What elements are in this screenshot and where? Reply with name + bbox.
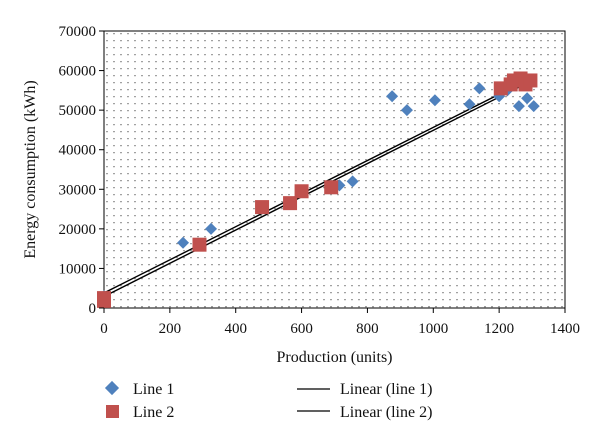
data-point-line-2 (324, 180, 339, 195)
x-tick-label: 800 (356, 321, 379, 337)
x-tick-label: 600 (290, 321, 313, 337)
y-tick-label: 10000 (59, 261, 97, 277)
legend-item-line-2: Line 2 (106, 404, 174, 421)
axes: 0 10000 20000 30000 40000 50000 60000 70000 0 200… (59, 24, 581, 337)
data-point-line-1 (428, 94, 441, 107)
trendline-linear-line-2 (104, 79, 533, 298)
data-point-line-1 (527, 100, 540, 113)
x-axis-title: Production (units) (277, 349, 393, 366)
x-tick-label: 400 (224, 321, 247, 337)
plot-area (103, 30, 566, 309)
trendline-linear-line-1 (104, 77, 533, 294)
data-point-line-1 (177, 236, 190, 249)
y-tick-label: 0 (89, 301, 97, 317)
data-point-line-2 (294, 184, 309, 199)
y-tick-label: 20000 (59, 222, 97, 238)
x-tick-label: 200 (159, 321, 182, 337)
data-point-line-2 (283, 196, 298, 211)
y-axis-title: Energy consumption (kWh) (22, 80, 39, 258)
data-point-line-1 (386, 90, 399, 103)
data-point-line-1 (463, 98, 476, 111)
data-point-line-1 (346, 175, 359, 188)
legend: Line 1 Line 2 Linear (line 1) Linear (li… (104, 380, 432, 421)
data-point-line-1 (521, 92, 534, 105)
data-point-line-2 (523, 73, 538, 88)
legend-label-line-1: Line 1 (133, 381, 174, 398)
y-tick-label: 30000 (59, 182, 97, 198)
x-tick-label: 1000 (418, 321, 448, 337)
trendlines (104, 77, 533, 298)
legend-label-linear-line-1: Linear (line 1) (340, 381, 432, 398)
x-tick-label: 0 (100, 321, 108, 337)
legend-item-linear-line-2: Linear (line 2) (297, 404, 432, 421)
y-tick-label: 50000 (59, 103, 97, 119)
data-point-line-2 (255, 200, 270, 215)
x-tick-label: 1200 (484, 321, 514, 337)
legend-marker-line-1 (104, 380, 120, 396)
legend-label-line-2: Line 2 (133, 404, 174, 421)
data-point-line-1 (473, 82, 486, 95)
y-tick-label: 40000 (59, 143, 97, 159)
data-points (97, 71, 540, 308)
legend-item-linear-line-1: Linear (line 1) (297, 381, 432, 398)
data-point-line-1 (400, 104, 413, 117)
data-point-line-2 (192, 237, 207, 252)
legend-label-linear-line-2: Linear (line 2) (340, 404, 432, 421)
legend-marker-line-2 (106, 405, 119, 418)
y-tick-label: 70000 (59, 24, 97, 40)
data-point-line-1 (205, 222, 218, 235)
data-point-line-1 (512, 100, 525, 113)
y-tick-label: 60000 (59, 64, 97, 80)
legend-item-line-1: Line 1 (104, 380, 174, 398)
data-point-line-2 (97, 293, 111, 308)
x-tick-label: 1400 (550, 321, 580, 337)
